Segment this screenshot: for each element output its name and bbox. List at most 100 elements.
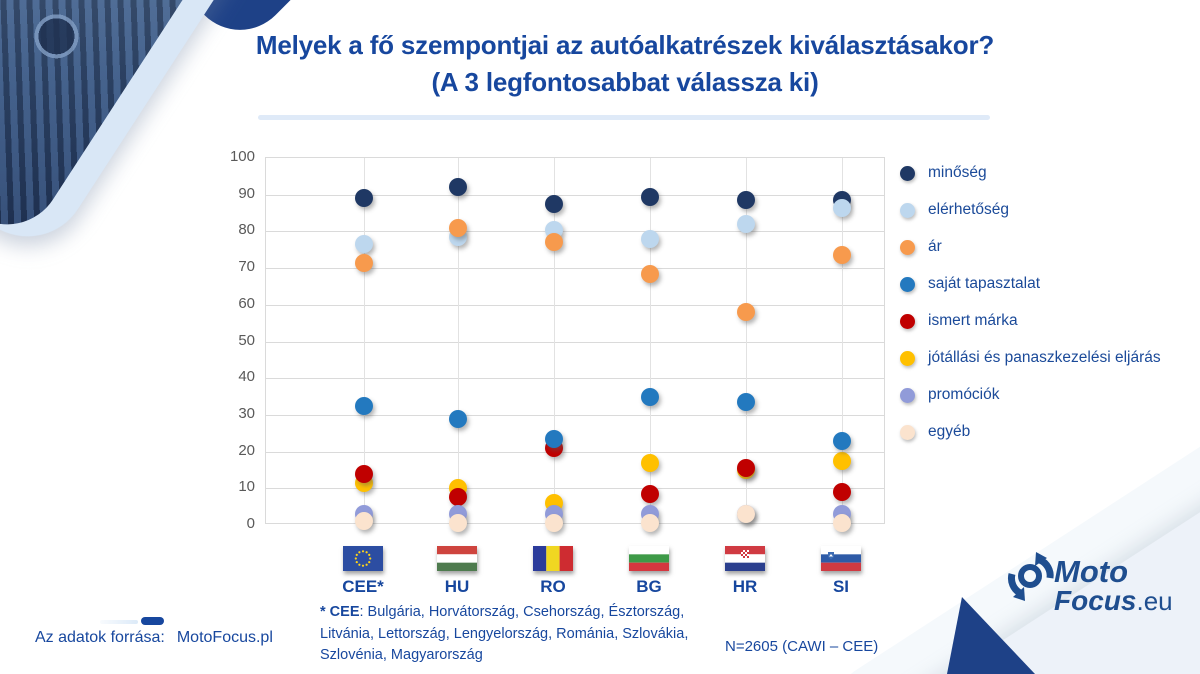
gridline-horizontal [266, 488, 884, 490]
category-label: SI [832, 577, 850, 596]
category-ro: RO [521, 546, 585, 597]
data-source-label: Az adatok forrása: [35, 629, 165, 646]
chart-dot-saját-tapasztalat [545, 429, 563, 448]
legend-item-egyeb: egyéb [900, 420, 970, 444]
svg-text:Focus.eu: Focus.eu [1054, 585, 1173, 616]
y-axis-tick-label: 60 [238, 294, 255, 312]
gridline-horizontal [266, 268, 884, 270]
chart-dot-jótállási-és-panaszkezelési-eljárás [641, 453, 659, 472]
legend-item-minoseg: minőség [900, 161, 987, 185]
gridline-vertical [364, 158, 365, 523]
chart-dot-ismert-márka [449, 488, 467, 507]
title-underline [258, 115, 990, 120]
legend-label: minőség [928, 164, 987, 181]
chart-dot-saját-tapasztalat [737, 393, 755, 412]
chart-dot-egyéb [355, 512, 373, 531]
legend-dot [900, 350, 915, 366]
legend-dot [900, 387, 915, 403]
category-hu: HU [425, 546, 489, 597]
chart-dot-elérhetőség [355, 235, 373, 254]
svg-text:Moto: Moto [1054, 554, 1128, 589]
chart-dot-egyéb [641, 514, 659, 533]
chart-dot-minőség [641, 187, 659, 206]
gridline-vertical [746, 158, 747, 523]
legend-item-jotallasi: jótállási és panaszkezelési eljárás [900, 346, 1161, 370]
chart-dot-jótállási-és-panaszkezelési-eljárás [833, 451, 851, 470]
legend-label: jótállási és panaszkezelési eljárás [928, 349, 1161, 366]
y-axis-tick-label: 40 [238, 368, 255, 386]
category-label: HR [732, 577, 758, 596]
y-axis-tick-label: 20 [238, 441, 255, 459]
chart-dot-minőség [545, 194, 563, 213]
footnote-prefix: * CEE [320, 604, 360, 620]
chart-dot-ár [737, 303, 755, 322]
chart-dot-minőség [737, 191, 755, 210]
category-cee: CEE* [331, 546, 395, 597]
decor-line-light [100, 620, 138, 624]
legend-label: elérhetőség [928, 201, 1010, 218]
legend-label: saját tapasztalat [928, 275, 1041, 292]
gridline-horizontal [266, 231, 884, 233]
category-label: RO [540, 577, 566, 596]
category-label: CEE* [342, 577, 384, 596]
data-source-link[interactable]: MotoFocus.pl [176, 629, 273, 646]
chart-dot-elérhetőség [737, 215, 755, 234]
gridline-horizontal [266, 194, 884, 196]
legend-dot [900, 276, 915, 292]
footnote-text: : Bulgária, Horvátország, Csehország, És… [320, 604, 689, 663]
chart-plot-area [265, 157, 885, 533]
motofocus-logo: Moto Focus.eu [1007, 552, 1173, 616]
gridline-horizontal [266, 414, 884, 416]
chart-dot-egyéb [737, 504, 755, 523]
legend-dot [900, 165, 915, 181]
category-label: BG [636, 577, 662, 596]
chart-dot-saját-tapasztalat [449, 409, 467, 428]
legend-dot [900, 202, 915, 218]
data-source: Az adatok forrása: MotoFocus.pl [35, 629, 273, 647]
category-bg: BG [617, 546, 681, 597]
y-axis-tick-label: 100 [229, 148, 255, 165]
legend-item-ismert-marka: ismert márka [900, 309, 1018, 333]
chart-dot-ismert-márka [833, 482, 851, 501]
sample-size: N=2605 (CAWI – CEE) [725, 638, 879, 655]
y-axis-tick-label: 90 [238, 184, 255, 202]
legend-dot [900, 313, 915, 329]
gridline-horizontal [266, 341, 884, 343]
legend-label: ár [928, 238, 942, 255]
y-axis-tick-label: 30 [238, 404, 255, 422]
chart-dot-egyéb [449, 514, 467, 533]
y-axis-tick-label: 80 [238, 221, 255, 239]
chart-dot-elérhetőség [833, 198, 851, 217]
gridline-horizontal [266, 378, 884, 380]
legend-dot [900, 424, 915, 440]
gridline-vertical [554, 158, 555, 523]
gridline-vertical [842, 158, 843, 523]
legend-item-promociok: promóciók [900, 383, 1000, 407]
category-si: SI [809, 546, 873, 597]
chart-dot-egyéb [545, 514, 563, 533]
chart-dot-saját-tapasztalat [641, 387, 659, 406]
chart-dot-ár [545, 233, 563, 252]
legend-item-elerhetoseg: elérhetőség [900, 198, 1009, 222]
legend-dot [900, 239, 915, 255]
gridline-horizontal [266, 304, 884, 306]
y-axis-tick-label: 0 [246, 515, 255, 532]
y-axis-tick-label: 70 [238, 258, 255, 276]
flag-eu-icon [343, 546, 383, 571]
flag-slovenia-icon [821, 546, 861, 571]
gridline-horizontal [266, 451, 884, 453]
category-label: HU [444, 577, 470, 596]
chart-dot-elérhetőség [641, 229, 659, 248]
chart-dot-ismert-márka [355, 464, 373, 483]
legend-label: promóciók [928, 386, 1000, 403]
y-axis-tick-label: 10 [238, 478, 255, 496]
gridline-vertical [650, 158, 651, 523]
chart-dot-ismert-márka [641, 484, 659, 503]
chart-dot-minőség [449, 178, 467, 197]
chart-dot-ár [449, 218, 467, 237]
legend-label: egyéb [928, 423, 971, 440]
chart-dot-egyéb [833, 514, 851, 533]
legend-item-sajat-tapasztalat: saját tapasztalat [900, 272, 1040, 296]
chart-dot-minőség [355, 189, 373, 208]
